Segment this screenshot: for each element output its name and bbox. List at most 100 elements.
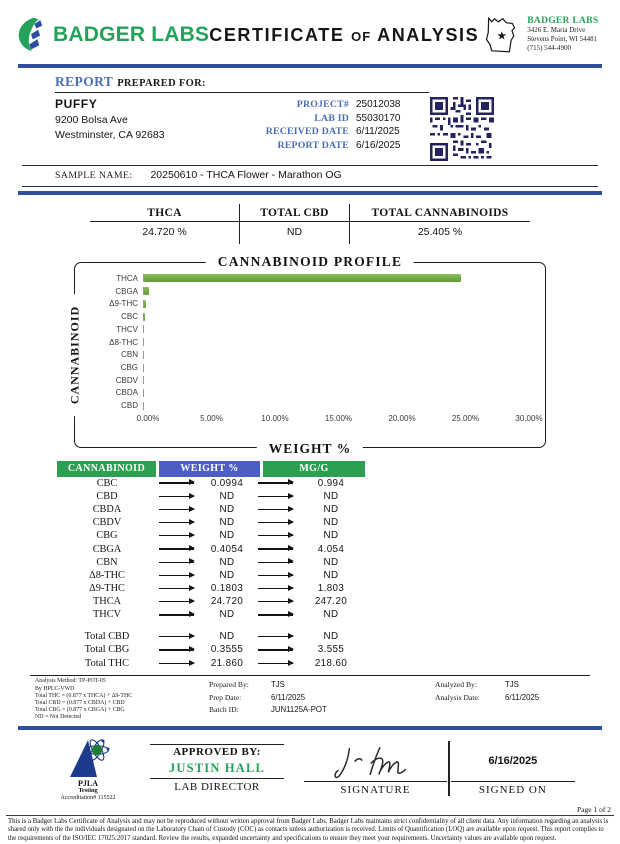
mgg-value: 218.60 [314, 658, 348, 670]
weight-value: ND [219, 530, 235, 542]
analyzed-by: TJS [505, 680, 519, 690]
accreditation-number: Accreditation# 115522 [60, 794, 116, 801]
chart-track [143, 350, 529, 359]
chart-row: CBDV [91, 374, 529, 387]
chart-track [143, 325, 529, 334]
mgg-value: ND [323, 517, 339, 529]
chart-category-label: THCA [116, 273, 138, 283]
table-total-row: Total CBD ND ND [57, 630, 365, 644]
summary-value-thca: 24.720 % [90, 222, 240, 244]
cannabinoid-name: CBD [96, 490, 118, 502]
cannabinoid-name: Δ8-THC [89, 569, 125, 581]
chart-category-label: CBG [120, 363, 138, 372]
table-row: CBGA 0.4054 4.054 [57, 542, 365, 555]
table-row: CBDV ND ND [57, 516, 365, 529]
report-meta: PROJECT# 25012038 LAB ID 55030170 RECEIV… [234, 98, 416, 161]
chart-row: THCA [91, 272, 529, 285]
mgg-value: ND [323, 490, 339, 502]
pjla-logo-icon [70, 738, 110, 777]
badger-logo-icon [18, 17, 43, 52]
weight-value: ND [219, 517, 235, 529]
chart-category-label: THCV [116, 324, 138, 334]
weight-value: 24.720 [210, 596, 244, 608]
chart-row: THCV [91, 323, 529, 336]
total-name: Total CBG [84, 644, 130, 656]
chart-row: CBN [91, 348, 529, 361]
chart-category-label: CBDA [115, 388, 138, 398]
report-section: REPORT PREPARED FOR: PUFFY 9200 Bolsa Ave… [0, 68, 620, 163]
prep-date: 6/11/2025 [271, 692, 306, 702]
arrow-icon [258, 583, 294, 592]
mgg-value: ND [323, 569, 339, 581]
chart-track [143, 401, 529, 410]
chart-track [143, 287, 529, 296]
mgg-value: ND [323, 556, 339, 568]
lab-address-2: Stevens Point, WI 54481 [527, 35, 598, 43]
arrow-icon [258, 544, 294, 553]
chart-category-label: CBC [121, 312, 138, 322]
pjla-accreditation: PJLA Testing Accreditation# 115522 [52, 737, 124, 802]
approver-name: JUSTIN HALL [168, 760, 266, 775]
arrow-icon [159, 517, 195, 526]
arrow-icon [159, 478, 195, 487]
arrow-icon [258, 597, 294, 605]
arrow-icon [258, 491, 294, 500]
summary-header-total-cannabinoids: TOTAL CANNABINOIDS [350, 204, 530, 222]
table-row: CBDA ND ND [57, 503, 365, 516]
chart-x-axis-label: WEIGHT % [256, 441, 364, 457]
arrow-icon [258, 631, 294, 640]
signature-block: SIGNATURE [304, 741, 447, 796]
meta-row-report-date: REPORT DATE 6/16/2025 [277, 139, 401, 151]
header-mgg: MG/G [263, 461, 365, 477]
chart-x-ticks: 0.00% 5.00% 10.00% 15.00% 20.00% 25.00% … [136, 414, 543, 424]
cannabinoid-name: CBDV [92, 517, 122, 529]
client-block: PUFFY 9200 Bolsa Ave Westminster, CA 926… [55, 97, 234, 161]
table-row: THCA 24.720 247.20 [57, 595, 365, 608]
pjla-name: PJLA [78, 778, 98, 788]
arrow-icon [159, 491, 195, 500]
approved-by-block: APPROVED BY: JUSTIN HALL LAB DIRECTOR [150, 743, 284, 793]
arrow-icon [258, 570, 294, 579]
lab-address-card: ★ BADGER LABS 3426 E. Maria Drive Steven… [479, 12, 604, 58]
batch-id: JUN1125A-POT [271, 705, 327, 715]
divider [22, 165, 598, 166]
total-name: Total CBD [84, 630, 130, 642]
summary-value-total-cbd: ND [240, 222, 350, 244]
lab-name: BADGER LABS [527, 16, 599, 26]
disclaimer-text: This is a Badger Labs Certificate of Ana… [8, 817, 609, 843]
method-notes: Analysis Method: TP-POT-05 By HPLC-VWD T… [35, 678, 133, 721]
qr-code [430, 97, 494, 161]
page-header: BADGER LABS CERTIFICATE OF ANALYSIS ★ BA… [0, 0, 620, 64]
chart-row: Δ9-THC [91, 297, 529, 310]
header-cannabinoid: CANNABINOID [57, 461, 157, 477]
weight-value: 0.3555 [210, 644, 244, 656]
cannabinoid-name: THCA [92, 596, 122, 608]
table-row: Δ9-THC 0.1803 1.803 [57, 582, 365, 595]
header-weight: WEIGHT % [159, 461, 261, 477]
mgg-value: 247.20 [314, 596, 348, 608]
meta-row-project: PROJECT# 25012038 [296, 99, 401, 110]
table-row: CBN ND ND [57, 556, 365, 569]
approval-section: PJLA Testing Accreditation# 115522 APPRO… [0, 730, 620, 802]
weight-value: ND [219, 556, 235, 568]
cannabinoid-name: CBDA [92, 503, 122, 515]
sample-name-value: 20250610 - THCA Flower - Marathon OG [150, 169, 342, 181]
signature-zone: SIGNATURE 6/16/2025 SIGNED ON [304, 740, 575, 796]
arrow-icon [159, 583, 195, 592]
cannabinoid-name: CBG [96, 530, 118, 542]
page-number: Page 1 of 2 [577, 804, 611, 814]
signature-label: SIGNATURE [340, 783, 411, 796]
meta-row-received-date: RECEIVED DATE 6/11/2025 [265, 126, 400, 138]
weight-value: 0.1803 [210, 583, 244, 595]
sample-name-label: SAMPLE NAME: [55, 170, 133, 181]
wisconsin-map-icon: ★ [486, 16, 516, 53]
signed-on-date: 6/16/2025 [488, 754, 538, 767]
analysis-date: 6/11/2025 [505, 692, 540, 702]
sample-name-row: SAMPLE NAME: 20250610 - THCA Flower - Ma… [0, 166, 620, 184]
weight-value: 0.0994 [210, 477, 244, 489]
weight-value: 21.860 [210, 658, 244, 670]
weight-value: ND [219, 503, 235, 515]
divider [30, 675, 590, 677]
chart-track [143, 338, 529, 347]
cannabinoid-name: CBC [96, 477, 118, 489]
